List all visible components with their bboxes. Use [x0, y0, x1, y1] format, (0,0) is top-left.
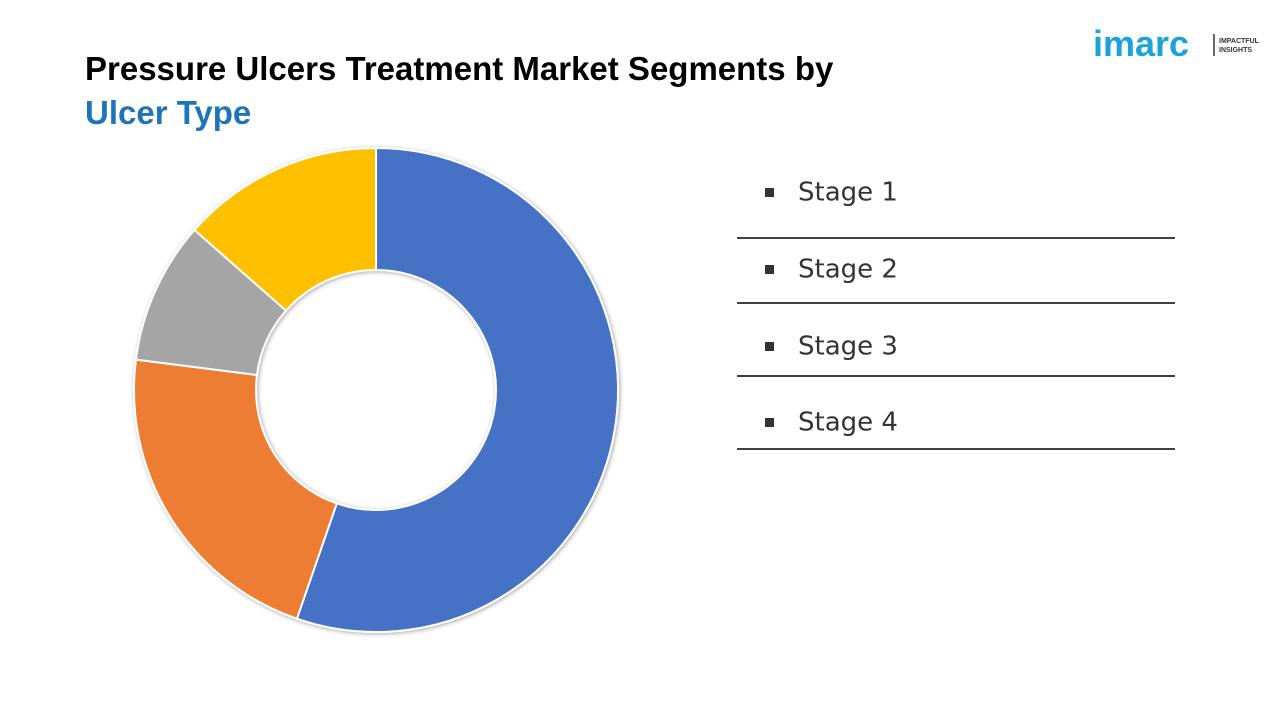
legend-bullet — [765, 265, 774, 274]
legend-label: Stage 2 — [798, 255, 898, 285]
legend-bullet — [765, 418, 774, 427]
slice — [133, 358, 339, 620]
logo: imarc IMPACTFUL INSIGHTS — [1093, 23, 1260, 64]
legend-bullet — [765, 342, 774, 351]
logo-tagline: IMPACTFUL — [1219, 38, 1260, 45]
slice — [193, 146, 377, 313]
chart-title: Pressure Ulcers Treatment Market Segment… — [85, 50, 834, 87]
chart-subtitle: Ulcer Type — [85, 94, 251, 131]
logo-tagline: INSIGHTS — [1219, 47, 1252, 54]
legend: Stage 1 Stage 2 Stage 3 Stage 4 — [737, 178, 1175, 450]
legend-bullet — [765, 188, 774, 197]
legend-label: Stage 4 — [798, 408, 898, 438]
donut — [133, 146, 619, 633]
legend-label: Stage 3 — [798, 332, 898, 362]
logo-brand: imarc — [1093, 23, 1189, 64]
slice — [295, 146, 619, 633]
legend-label: Stage 1 — [798, 178, 898, 208]
